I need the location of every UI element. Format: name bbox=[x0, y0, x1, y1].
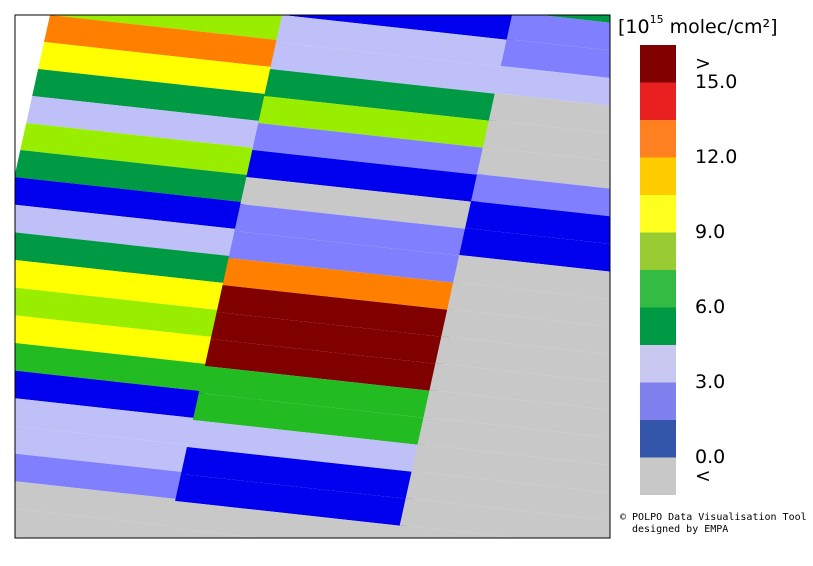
swath-pixel bbox=[166, 528, 261, 538]
swath-pixel bbox=[477, 147, 610, 189]
swath-pixel bbox=[216, 285, 455, 338]
swath-pixel bbox=[417, 417, 610, 466]
swath-pixel bbox=[50, 15, 288, 41]
swath-pixel bbox=[488, 93, 610, 134]
swath-pixel bbox=[252, 123, 491, 176]
swath-pixel bbox=[482, 120, 610, 161]
legend-label: 6.0 bbox=[695, 296, 725, 318]
swath-pixel bbox=[441, 309, 610, 355]
legend-swatch bbox=[640, 120, 676, 158]
swath-pixel bbox=[210, 312, 449, 365]
swath-pixel bbox=[26, 96, 265, 149]
swath-pixel bbox=[405, 471, 610, 521]
legend-swatch bbox=[640, 420, 676, 458]
swath-pixel bbox=[228, 231, 467, 284]
swath-pixel bbox=[15, 177, 247, 230]
legend-swatch bbox=[640, 345, 676, 383]
legend-unit: [1015 molec/cm²] bbox=[618, 13, 778, 38]
map-frame bbox=[14, 14, 611, 539]
swath-pixel bbox=[240, 177, 479, 230]
swath-pixel bbox=[15, 370, 205, 419]
swath-pixel bbox=[15, 425, 193, 473]
swath-pixel bbox=[15, 508, 176, 538]
legend-label: 9.0 bbox=[695, 221, 725, 243]
swath-pixel bbox=[198, 366, 437, 419]
swath-pixel bbox=[447, 282, 610, 327]
swath-pixel bbox=[15, 287, 223, 338]
legend-label: > bbox=[695, 52, 711, 74]
swath-pixel bbox=[276, 15, 514, 68]
swath-pixel bbox=[506, 15, 610, 51]
swath-pixel bbox=[15, 204, 241, 257]
swath-pixel bbox=[465, 201, 610, 244]
swath-pixel bbox=[396, 525, 518, 538]
swath-pixel bbox=[494, 66, 610, 106]
swath-pixel bbox=[258, 96, 497, 149]
swath-pixel bbox=[15, 232, 235, 284]
legend-swatch bbox=[640, 307, 676, 345]
swath-pixel bbox=[15, 481, 182, 527]
swath-pixel bbox=[204, 339, 443, 392]
credit-line: © POLPO Data Visualisation Tool bbox=[620, 512, 807, 523]
swath-pixel bbox=[15, 453, 187, 500]
map bbox=[15, 15, 610, 538]
swath-pixel bbox=[15, 398, 199, 446]
swath-pixel bbox=[459, 228, 610, 272]
swath-pixel bbox=[15, 342, 211, 392]
swath-pixel bbox=[20, 123, 259, 176]
swath-pixel bbox=[44, 15, 283, 68]
legend-swatch bbox=[640, 382, 676, 420]
legend-label: 15.0 bbox=[695, 71, 737, 93]
legend: >15.0 12.0 9.0 6.0 3.0 0.0< bbox=[640, 45, 737, 495]
swath-pixel bbox=[15, 315, 217, 365]
legend-swatch bbox=[640, 195, 676, 233]
swath-pixel bbox=[264, 69, 503, 122]
swath-pixel bbox=[246, 150, 485, 203]
swath-pixel bbox=[192, 393, 431, 446]
swath-pixel bbox=[471, 174, 610, 217]
swath-pixel bbox=[234, 204, 473, 257]
swath-pixel bbox=[282, 15, 520, 41]
legend-swatch bbox=[640, 45, 676, 83]
swath-pixel bbox=[429, 363, 610, 410]
swath-pixel bbox=[186, 420, 425, 473]
legend-swatch bbox=[640, 232, 676, 270]
swath-pixel bbox=[175, 474, 414, 527]
swath-pixel bbox=[270, 42, 509, 95]
swath-pixel bbox=[423, 390, 610, 438]
swath-pixel bbox=[38, 42, 277, 95]
legend-label: 3.0 bbox=[695, 371, 725, 393]
legend-label: 12.0 bbox=[695, 146, 737, 168]
swath-pixel bbox=[15, 260, 229, 311]
swath-pixel bbox=[222, 258, 461, 311]
swath-pixel bbox=[500, 39, 610, 79]
swath-pixel bbox=[169, 501, 408, 538]
unit-suffix: molec/cm²] bbox=[664, 16, 778, 38]
legend-swatch bbox=[640, 457, 676, 495]
swath-pixel bbox=[411, 444, 610, 493]
legend-swatch bbox=[640, 157, 676, 195]
legend-swatch bbox=[640, 82, 676, 120]
legend-swatch bbox=[640, 270, 676, 308]
swath-pixel bbox=[435, 336, 610, 383]
credit-line: designed by EMPA bbox=[632, 524, 728, 535]
unit-prefix: [10 bbox=[618, 16, 650, 38]
legend-label: 0.0 bbox=[695, 446, 725, 468]
swath-pixel bbox=[181, 447, 419, 500]
swath-pixel bbox=[453, 255, 610, 300]
swath-pixel bbox=[399, 498, 610, 538]
swath-pixel bbox=[32, 69, 271, 122]
legend-label: < bbox=[695, 465, 711, 487]
unit-exponent: 15 bbox=[650, 13, 664, 26]
swath-pixel bbox=[15, 150, 253, 203]
